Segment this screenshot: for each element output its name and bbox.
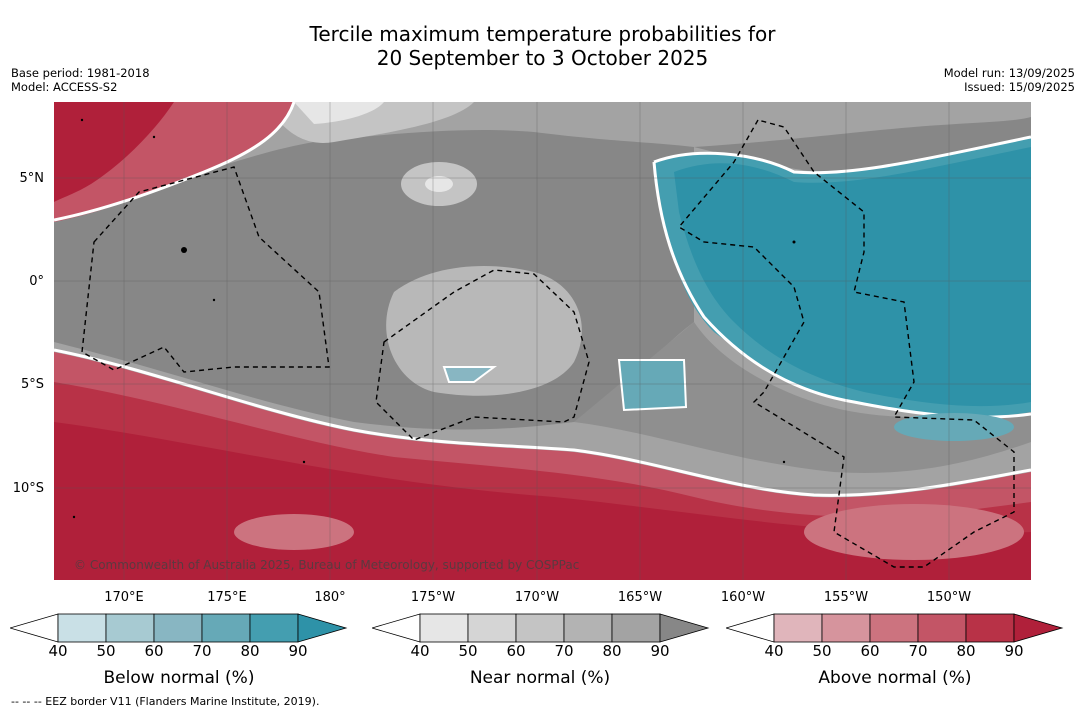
base-period: Base period: 1981-2018 [11, 66, 150, 80]
lat-label-10s: 10°S [12, 481, 44, 496]
lon-label-175e: 175°E [207, 590, 247, 605]
above-normal-southeast-patch [804, 504, 1024, 560]
below-normal-patch-south [617, 359, 688, 412]
colorbar-above-max-arrow [1013, 613, 1064, 643]
legend-title-below: Below normal (%) [103, 668, 255, 688]
above-normal-northwest-core [54, 102, 174, 202]
colorbar-above-tick-label: 40 [764, 642, 784, 660]
graticule [54, 102, 1031, 580]
colorbar-above-tick-label: 60 [860, 642, 880, 660]
colorbar-above-tick-label: 90 [1004, 642, 1024, 660]
lat-label-0: 0° [29, 274, 44, 289]
eez-borders [81, 119, 1015, 568]
colorbar-below-normal [10, 613, 348, 643]
legend-title-near: Near normal (%) [469, 668, 611, 688]
colorbar-below-tick-label: 60 [144, 642, 164, 660]
colorbar-near-segment [563, 613, 613, 643]
map-canvas [54, 102, 1031, 580]
lon-label-160w: 160°W [720, 590, 766, 605]
colorbar-below-min-arrow [10, 613, 59, 643]
title-line-2: 20 September to 3 October 2025 [376, 46, 709, 70]
below-normal-patch-central [442, 366, 497, 383]
colorbar-below-tick-label: 40 [48, 642, 68, 660]
title-line-1: Tercile maximum temperature probabilitie… [309, 22, 776, 46]
colorbar-below-tick-label: 50 [96, 642, 116, 660]
colorbar-below-tick-label: 70 [192, 642, 212, 660]
colorbar-near-tick-label: 60 [506, 642, 526, 660]
colorbar-near-normal [372, 613, 710, 643]
colorbar-above-segment [869, 613, 919, 643]
above-normal-south-boundary [54, 348, 1031, 497]
colorbar-near-min-arrow [372, 613, 421, 643]
colorbar-near-tick-label: 70 [554, 642, 574, 660]
colorbar-near-tick-label: 90 [650, 642, 670, 660]
lon-label-170w: 170°W [514, 590, 560, 605]
colorbar-near-segment [515, 613, 565, 643]
below-normal-east-boundary-north [653, 135, 1031, 175]
colorbar-above-segment [917, 613, 967, 643]
colorbar-above-segment [773, 613, 823, 643]
below-normal-east-core [674, 147, 1031, 407]
legend-title-above: Above normal (%) [818, 668, 972, 688]
colorbar-below-tick-label: 90 [288, 642, 308, 660]
near-normal-patch-central [386, 266, 582, 396]
colorbar-above-tick-label: 80 [956, 642, 976, 660]
near-normal-patch-north-core [425, 176, 453, 192]
lon-label-180: 180° [314, 590, 346, 605]
above-normal-northwest-boundary [54, 102, 296, 222]
copyright-notice: © Commonwealth of Australia 2025, Bureau… [74, 558, 580, 572]
colorbar-above-segment [821, 613, 871, 643]
colorbar-near-segment [467, 613, 517, 643]
colorbar-below-segment [153, 613, 203, 643]
colorbar-near-tick-label: 40 [410, 642, 430, 660]
model-run: Model run: 13/09/2025 [943, 66, 1075, 80]
islands [72, 118, 796, 519]
colorbar-above-normal [726, 613, 1064, 643]
colorbar-near-segment [419, 613, 469, 643]
colorbar-above-segment [965, 613, 1015, 643]
above-normal-south-patch [234, 514, 354, 550]
colorbar-near-tick-label: 50 [458, 642, 478, 660]
colorbar-near-tick-label: 80 [602, 642, 622, 660]
map-title: Tercile maximum temperature probabilitie… [0, 22, 1085, 70]
meta-left: Base period: 1981-2018 Model: ACCESS-S2 [11, 66, 150, 94]
below-normal-patch-southeast [894, 413, 1014, 441]
colorbar-below-tick-label: 80 [240, 642, 260, 660]
lon-label-165w: 165°W [617, 590, 663, 605]
lon-label-175w: 175°W [410, 590, 456, 605]
issued-date: Issued: 15/09/2025 [964, 80, 1075, 94]
lon-label-170e: 170°E [104, 590, 144, 605]
colorbar-near-max-arrow [659, 613, 710, 643]
lon-label-155w: 155°W [823, 590, 869, 605]
colorbar-below-max-arrow [297, 613, 348, 643]
lon-label-150w: 150°W [926, 590, 972, 605]
colorbar-below-segment [249, 613, 299, 643]
colorbar-above-tick-label: 50 [812, 642, 832, 660]
colorbar-above-tick-label: 70 [908, 642, 928, 660]
near-normal-patch-top-core [294, 102, 384, 124]
colorbar-below-segment [105, 613, 155, 643]
colorbar-below-segment [57, 613, 107, 643]
colorbar-above-min-arrow [726, 613, 775, 643]
model-name: Model: ACCESS-S2 [11, 80, 118, 94]
meta-right: Model run: 13/09/2025 Issued: 15/09/2025 [944, 66, 1075, 94]
colorbar-below-segment [201, 613, 251, 643]
eez-footer-note: -- -- -- EEZ border V11 (Flanders Marine… [11, 695, 320, 708]
lat-label-5s: 5°S [20, 377, 44, 392]
colorbar-near-segment [611, 613, 661, 643]
lat-label-5n: 5°N [19, 171, 45, 186]
probability-map [54, 102, 1031, 580]
